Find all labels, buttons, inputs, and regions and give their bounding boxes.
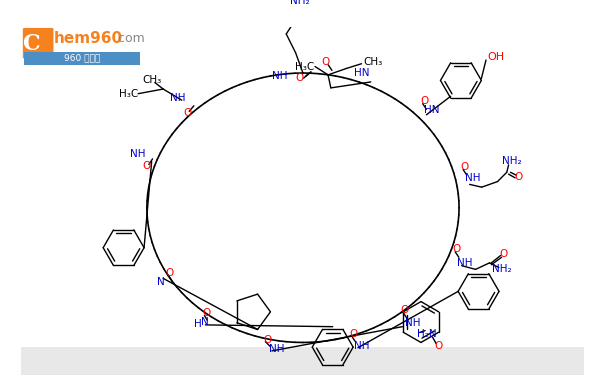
Text: O: O	[515, 172, 523, 182]
Text: 960 化工网: 960 化工网	[64, 54, 100, 63]
Text: HN: HN	[354, 68, 369, 78]
Text: H: H	[194, 319, 202, 329]
Text: NH: NH	[171, 93, 186, 104]
Text: NH: NH	[465, 173, 480, 183]
Text: NH₂: NH₂	[290, 0, 310, 6]
Text: NH: NH	[272, 71, 287, 81]
Text: NH: NH	[354, 341, 370, 351]
Text: CH₃: CH₃	[142, 75, 162, 85]
Text: O: O	[183, 108, 192, 118]
Text: O: O	[202, 308, 211, 318]
Text: O: O	[420, 96, 429, 106]
Text: .com: .com	[114, 32, 145, 45]
Text: HN: HN	[424, 105, 440, 115]
Text: O: O	[349, 329, 358, 339]
Text: NH: NH	[269, 344, 284, 354]
Text: H₃C: H₃C	[119, 88, 139, 99]
Text: O: O	[143, 161, 151, 171]
Text: O: O	[321, 57, 330, 67]
Bar	[21, 347, 584, 375]
Text: C: C	[22, 33, 39, 55]
Text: O: O	[296, 73, 304, 83]
Text: O: O	[166, 268, 174, 278]
Text: O: O	[434, 342, 442, 351]
Text: NH₂: NH₂	[492, 264, 511, 274]
Text: NH: NH	[457, 258, 472, 268]
Text: N: N	[157, 277, 165, 287]
FancyBboxPatch shape	[23, 28, 53, 58]
Text: NH: NH	[405, 318, 420, 328]
Text: O: O	[453, 244, 461, 254]
Text: NH₂: NH₂	[502, 156, 522, 166]
Text: O: O	[499, 249, 508, 259]
Text: OH: OH	[487, 52, 504, 62]
Text: H₃C: H₃C	[295, 62, 314, 72]
Bar	[24, 52, 140, 64]
Text: CH₃: CH₃	[364, 57, 382, 67]
Text: O: O	[401, 305, 409, 315]
Text: NH: NH	[130, 149, 145, 159]
Text: hem960: hem960	[54, 31, 123, 46]
Text: O: O	[263, 335, 271, 345]
Text: N: N	[201, 317, 208, 327]
Text: H₂N: H₂N	[417, 329, 437, 339]
Text: O: O	[461, 162, 469, 172]
